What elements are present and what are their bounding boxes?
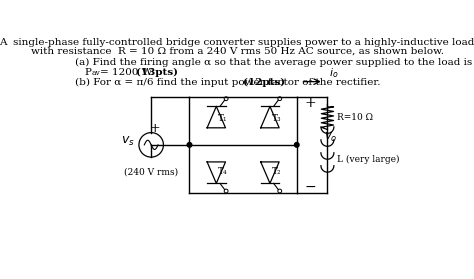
Text: T₁: T₁ xyxy=(218,114,228,123)
Text: av: av xyxy=(91,69,100,77)
Circle shape xyxy=(294,143,299,147)
Text: T₃: T₃ xyxy=(272,114,281,123)
Text: +: + xyxy=(305,96,316,110)
Text: = 1200 W.: = 1200 W. xyxy=(100,68,154,77)
Text: +: + xyxy=(150,122,160,134)
Text: $v_o$: $v_o$ xyxy=(324,131,337,144)
Text: T₂: T₂ xyxy=(272,167,281,175)
Text: A  single-phase fully-controlled bridge converter supplies power to a highly-ind: A single-phase fully-controlled bridge c… xyxy=(0,38,474,47)
Text: R=10 Ω: R=10 Ω xyxy=(337,113,373,122)
Text: (13pts): (13pts) xyxy=(136,68,178,77)
Text: P: P xyxy=(84,68,91,77)
Text: (a) Find the firing angle α so that the average power supplied to the load is: (a) Find the firing angle α so that the … xyxy=(74,58,472,67)
Text: −: − xyxy=(305,180,316,194)
Text: with resistance  R = 10 Ω from a 240 V rms 50 Hz AC source, as shown below.: with resistance R = 10 Ω from a 240 V rm… xyxy=(30,47,444,56)
Text: (240 V rms): (240 V rms) xyxy=(124,167,178,176)
Text: T₄: T₄ xyxy=(218,167,228,175)
Text: L (very large): L (very large) xyxy=(337,155,399,164)
Text: $v_s$: $v_s$ xyxy=(121,134,135,148)
Text: $i_o$: $i_o$ xyxy=(329,66,338,80)
Circle shape xyxy=(187,143,192,147)
Text: (12pts): (12pts) xyxy=(243,78,285,87)
Text: (b) For α = π/6 find the input power factor of the rectifier.: (b) For α = π/6 find the input power fac… xyxy=(74,78,383,87)
